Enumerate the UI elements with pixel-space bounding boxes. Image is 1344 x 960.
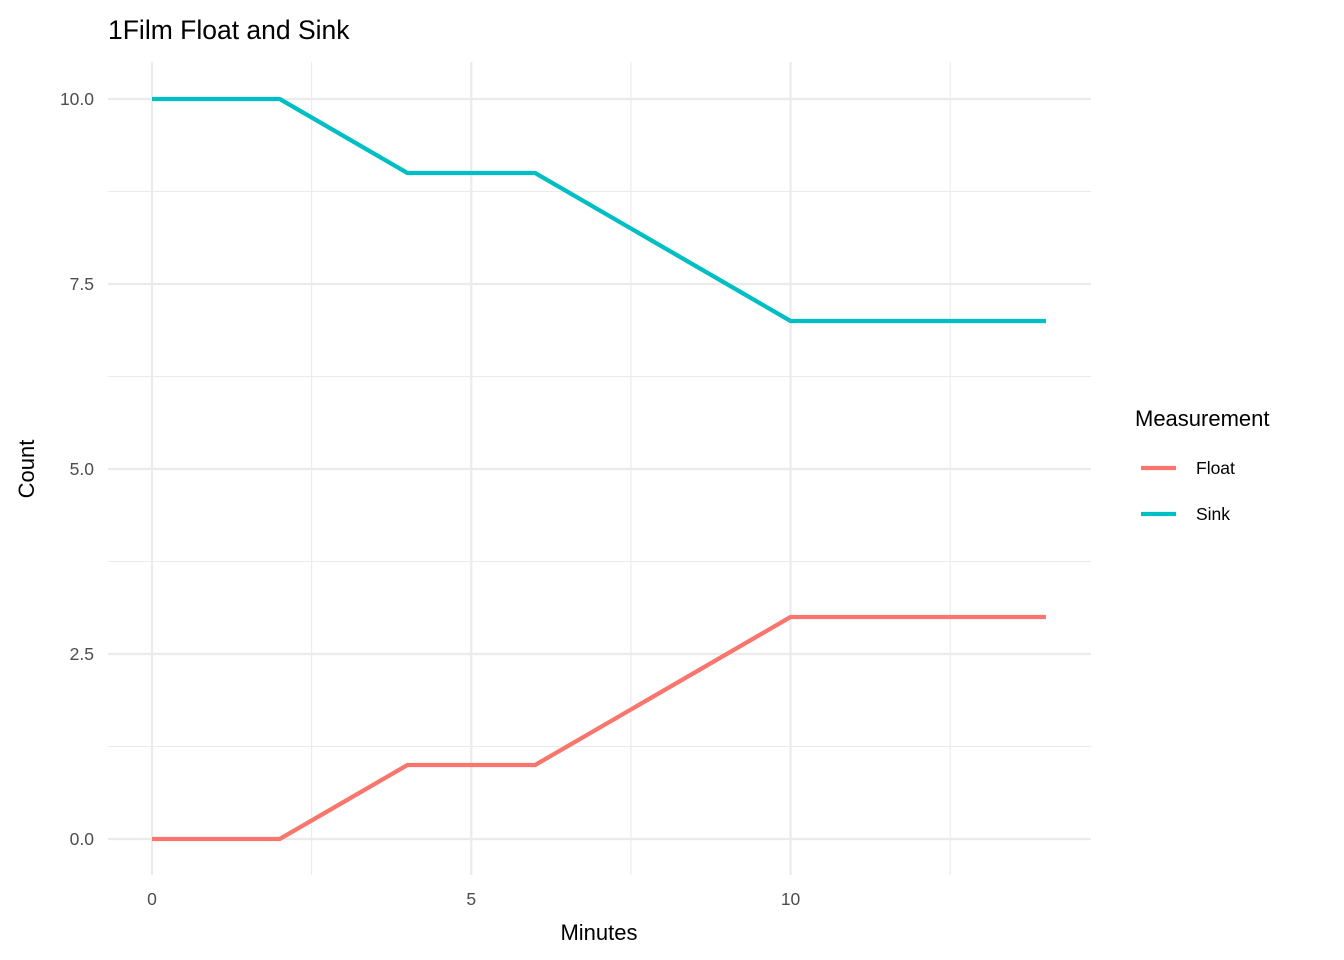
legend-label-sink: Sink — [1196, 504, 1230, 524]
x-tick-label: 0 — [147, 889, 157, 909]
y-axis-tick-labels: 0.0 2.5 5.0 7.5 10.0 — [60, 89, 94, 849]
x-axis-title: Minutes — [560, 920, 637, 945]
y-tick-label: 7.5 — [70, 274, 94, 294]
chart-title: 1Film Float and Sink — [108, 15, 350, 45]
y-tick-label: 10.0 — [60, 89, 94, 109]
series-line-float — [152, 614, 1046, 842]
legend-label-float: Float — [1196, 458, 1235, 478]
y-tick-label: 2.5 — [70, 644, 94, 664]
series-line-sink — [152, 96, 1046, 324]
minor-gridlines — [108, 62, 1091, 875]
major-gridlines — [108, 62, 1091, 875]
legend-items: Float Sink — [1141, 458, 1235, 524]
legend-title: Measurement — [1135, 406, 1270, 431]
x-tick-label: 10 — [781, 889, 801, 909]
x-axis-tick-labels: 0 5 10 — [147, 889, 800, 909]
series-lines — [152, 96, 1046, 842]
x-tick-label: 5 — [466, 889, 476, 909]
y-axis-title: Count — [14, 440, 39, 499]
legend: Measurement Float Sink — [1135, 406, 1270, 524]
y-tick-label: 5.0 — [70, 459, 95, 479]
y-tick-label: 0.0 — [70, 829, 95, 849]
